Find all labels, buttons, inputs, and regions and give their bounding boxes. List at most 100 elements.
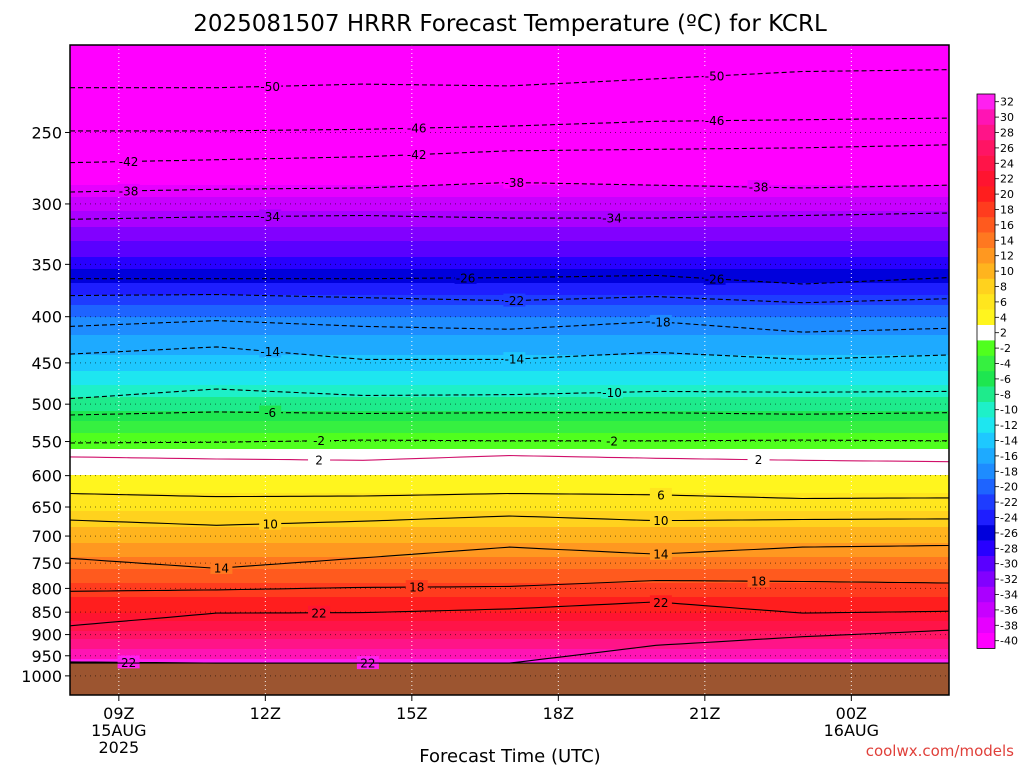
temperature-band xyxy=(70,451,949,454)
contour-line xyxy=(70,69,949,89)
temperature-band xyxy=(70,529,949,532)
contour-label-bg xyxy=(259,344,282,358)
temperature-band xyxy=(70,597,949,600)
temperature-band xyxy=(70,333,949,336)
colorbar-label: -4 xyxy=(1000,358,1011,371)
temperature-band xyxy=(70,115,949,118)
contour-label: -10 xyxy=(602,386,622,400)
x-tick-label: 2025 xyxy=(98,738,139,757)
temperature-band xyxy=(70,49,949,52)
contour-label: -46 xyxy=(407,122,427,136)
contour-label: -14 xyxy=(260,345,280,359)
colorbar-label: -12 xyxy=(1000,419,1018,432)
temperature-band xyxy=(70,473,949,476)
temperature-band xyxy=(70,649,949,652)
contour-label-bg xyxy=(308,433,331,447)
colorbar-swatch xyxy=(977,140,995,156)
temperature-band xyxy=(70,627,949,630)
temperature-band xyxy=(70,605,949,608)
colorbar-swatch xyxy=(977,232,995,249)
contour-line xyxy=(70,629,949,664)
temperature-band xyxy=(70,287,949,290)
temperature-band xyxy=(70,467,949,470)
temperature-band xyxy=(70,87,949,90)
temperature-band xyxy=(70,119,949,122)
temperature-band xyxy=(70,93,949,96)
contour-label: -38 xyxy=(505,176,525,190)
temperature-band xyxy=(70,211,949,214)
contour-label-bg xyxy=(259,79,282,93)
contour-label: -42 xyxy=(119,155,139,169)
temperature-band xyxy=(70,339,949,342)
plot-area: -50-50-46-46-42 -42-38-38 -38-34 -34-26 -26-… xyxy=(70,45,949,695)
temperature-band xyxy=(70,283,949,286)
contour-label-bg xyxy=(210,560,233,574)
temperature-band xyxy=(70,263,949,266)
temperature-band xyxy=(70,525,949,528)
temperature-band xyxy=(70,611,949,614)
temperature-band xyxy=(70,531,949,534)
temperature-band xyxy=(70,329,949,332)
temperature-band xyxy=(70,423,949,426)
colorbar-swatch xyxy=(977,602,995,618)
temperature-band xyxy=(70,405,949,408)
temperature-band xyxy=(70,537,949,540)
colorbar-label: -2 xyxy=(1000,342,1011,355)
temperature-band xyxy=(70,199,949,202)
temperature-band xyxy=(70,105,949,108)
temperature-band xyxy=(70,121,949,124)
temperature-band xyxy=(70,73,949,76)
temperature-band xyxy=(70,575,949,578)
temperature-band xyxy=(70,325,949,328)
temperature-band xyxy=(70,75,949,78)
temperature-band xyxy=(70,449,949,452)
temperature-band xyxy=(70,289,949,292)
y-tick-label: 850 xyxy=(31,603,62,622)
temperature-band xyxy=(70,151,949,154)
temperature-band xyxy=(70,429,949,432)
x-tick-label: 21Z xyxy=(689,704,720,723)
colorbar-swatch xyxy=(977,556,995,572)
contour-line xyxy=(70,439,949,444)
x-tick-label: 12Z xyxy=(250,704,281,723)
colorbar-label: 10 xyxy=(1000,265,1014,278)
temperature-band xyxy=(70,145,949,148)
contour-line xyxy=(70,181,949,193)
y-tick-label: 900 xyxy=(31,626,62,645)
contour-label-bg xyxy=(308,452,331,466)
y-tick-label: 250 xyxy=(31,123,62,142)
temperature-band xyxy=(70,205,949,208)
temperature-band xyxy=(70,595,949,598)
y-axis: 250 300 350 400 450 500 550 600 650 700 750 800 850 9… xyxy=(21,123,70,686)
temperature-band xyxy=(70,589,949,592)
temperature-band xyxy=(70,65,949,68)
temperature-band xyxy=(70,619,949,622)
temperature-band xyxy=(70,519,949,522)
colorbar-swatch xyxy=(977,309,995,326)
temperature-band xyxy=(70,553,949,556)
colorbar-label: -16 xyxy=(1000,450,1018,463)
temperature-band xyxy=(70,129,949,132)
temperature-band xyxy=(70,487,949,490)
contour-line xyxy=(70,320,949,333)
temperature-band xyxy=(70,229,949,232)
contour-line xyxy=(70,454,949,463)
contour-label: 22 xyxy=(653,596,668,610)
temperature-band xyxy=(70,201,949,204)
temperature-band xyxy=(70,255,949,258)
temperature-band xyxy=(70,551,949,554)
y-tick-label: 800 xyxy=(31,579,62,598)
contour-label-bg xyxy=(259,405,282,419)
temperature-band xyxy=(70,657,949,660)
contour-label: -50 xyxy=(260,80,280,94)
temperature-band xyxy=(70,591,949,594)
contour-label: -34 xyxy=(602,212,622,226)
colorbar-label: 24 xyxy=(1000,157,1014,170)
contour-label: -2 xyxy=(313,434,325,448)
temperature-band xyxy=(70,131,949,134)
contour-label-bg xyxy=(747,180,770,194)
temperature-band xyxy=(70,137,949,140)
temperature-band xyxy=(70,61,949,64)
colorbar-swatch xyxy=(977,586,995,603)
temperature-band xyxy=(70,373,949,376)
